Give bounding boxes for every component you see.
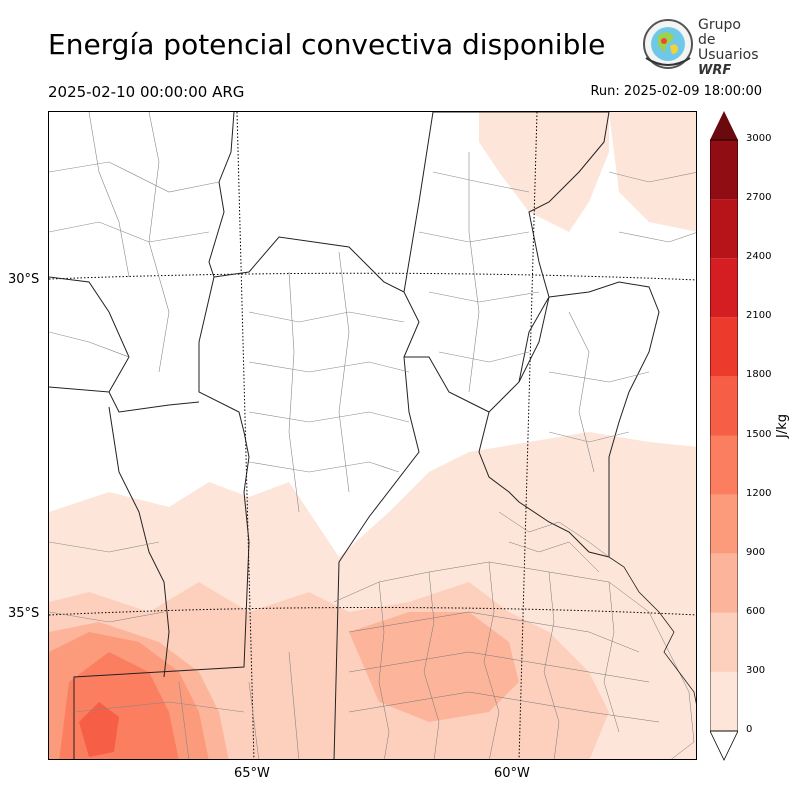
colorbar-tick-label: 2700 <box>746 192 772 204</box>
colorbar-tick-label: 300 <box>746 664 766 676</box>
lon-label-60w: 60°W <box>494 766 530 781</box>
logo-line-3: WRF <box>698 63 732 78</box>
colorbar-tick-label: 600 <box>746 605 766 617</box>
colorbar-segment <box>710 376 738 436</box>
lat-label-35s: 35°S <box>8 606 40 621</box>
department-boundaries <box>49 112 696 759</box>
colorbar-min-extension <box>710 730 738 761</box>
colorbar-tick-label: 2100 <box>746 310 772 322</box>
colorbar-segment <box>710 199 738 259</box>
globe-icon <box>643 19 693 69</box>
graticule <box>49 112 696 759</box>
province-boundaries <box>49 112 660 759</box>
page-title: Energía potencial convectiva disponible <box>48 28 606 61</box>
run-time: Run: 2025-02-09 18:00:00 <box>590 84 762 99</box>
colorbar-segment <box>710 671 738 731</box>
colorbar-tick-label: 3000 <box>746 133 772 144</box>
map-canvas <box>49 112 696 759</box>
logo-line-1: Grupo de <box>698 17 741 48</box>
coastline <box>608 556 696 705</box>
colorbar-max-extension <box>710 111 738 140</box>
buenos-aires-partidos <box>333 511 695 759</box>
wrf-logo: Grupo de Usuarios WRF <box>640 17 760 78</box>
colorbar-tick-label: 1800 <box>746 369 772 381</box>
cape-map <box>48 111 697 760</box>
logo-line-2: Usuarios <box>698 47 759 63</box>
colorbar-unit: J/kg <box>775 414 790 438</box>
colorbar-segment <box>710 435 738 495</box>
colorbar-segment <box>710 612 738 672</box>
colorbar-tick-label: 1200 <box>746 487 772 499</box>
colorbar-tick-label: 0 <box>746 724 753 735</box>
colorbar-tick-label: 2400 <box>746 251 772 263</box>
colorbar <box>710 111 738 761</box>
cape-fill-1500 <box>79 702 119 757</box>
lat-label-30s: 30°S <box>8 272 40 287</box>
colorbar-segment <box>710 258 738 318</box>
colorbar-tick-label: 900 <box>746 546 766 558</box>
colorbar-frame <box>710 139 738 732</box>
lon-label-65w: 65°W <box>234 766 270 781</box>
colorbar-segment <box>710 140 738 200</box>
colorbar-segment <box>710 317 738 377</box>
colorbar-tick-label: 1500 <box>746 428 772 440</box>
valid-time: 2025-02-10 00:00:00 ARG <box>48 83 245 101</box>
colorbar-segment <box>710 494 738 554</box>
colorbar-segment <box>710 553 738 613</box>
